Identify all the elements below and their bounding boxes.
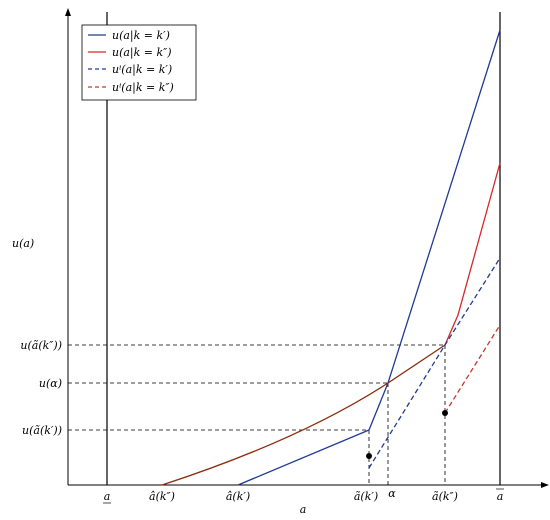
- legend-label-u-k1: u(a|k = k′): [112, 29, 170, 43]
- curve-u-k2-upper: [444, 162, 501, 346]
- guide-lines: [68, 344, 446, 485]
- y-tick-u-tilde-k2: u(ã(k″)): [20, 339, 62, 352]
- curve-u-k2-lower: [161, 344, 446, 486]
- y-axis-label: u(a): [12, 237, 34, 250]
- x-axis-label: a: [300, 503, 307, 516]
- legend-item: uⁱ(a|k = k′): [88, 63, 172, 77]
- legend-item: u(a|k = k′): [88, 29, 170, 43]
- x-tick-a-upper: a: [497, 490, 504, 503]
- legend: u(a|k = k′) u(a|k = k″) uⁱ(a|k = k′) uⁱ(…: [81, 24, 197, 101]
- legend-label-u-k2: u(a|k = k″): [112, 46, 172, 60]
- x-tick-a-lower: a: [104, 490, 111, 503]
- legend-label-ui-k1: uⁱ(a|k = k′): [112, 63, 172, 77]
- x-axis-arrow: [541, 482, 549, 488]
- legend-label-ui-k2: uⁱ(a|k = k″): [112, 81, 174, 95]
- x-tick-alpha: α: [388, 487, 396, 500]
- curve-ui-k2: [444, 324, 501, 414]
- y-tick-u-alpha: u(α): [39, 377, 62, 390]
- curve-u-k1-upper: [368, 29, 501, 431]
- x-tick-a-tilde-k1: ã(k′): [354, 490, 378, 503]
- x-tick-a-hat-k1: â(k′): [226, 490, 250, 503]
- y-tick-u-tilde-k1: u(ã(k′)): [22, 424, 62, 437]
- point-ui-k1-start: [366, 453, 372, 459]
- point-ui-k2-start: [442, 410, 448, 416]
- x-tick-a-tilde-k2: ã(k″): [432, 490, 458, 503]
- x-tick-a-hat-k2: â(k″): [149, 490, 175, 503]
- legend-box: [81, 24, 197, 101]
- curve-ui-k1: [368, 257, 501, 469]
- legend-item: uⁱ(a|k = k″): [88, 81, 174, 95]
- legend-item: u(a|k = k″): [88, 46, 172, 60]
- y-axis-arrow: [65, 8, 71, 16]
- curve-u-k1-lower: [237, 429, 370, 486]
